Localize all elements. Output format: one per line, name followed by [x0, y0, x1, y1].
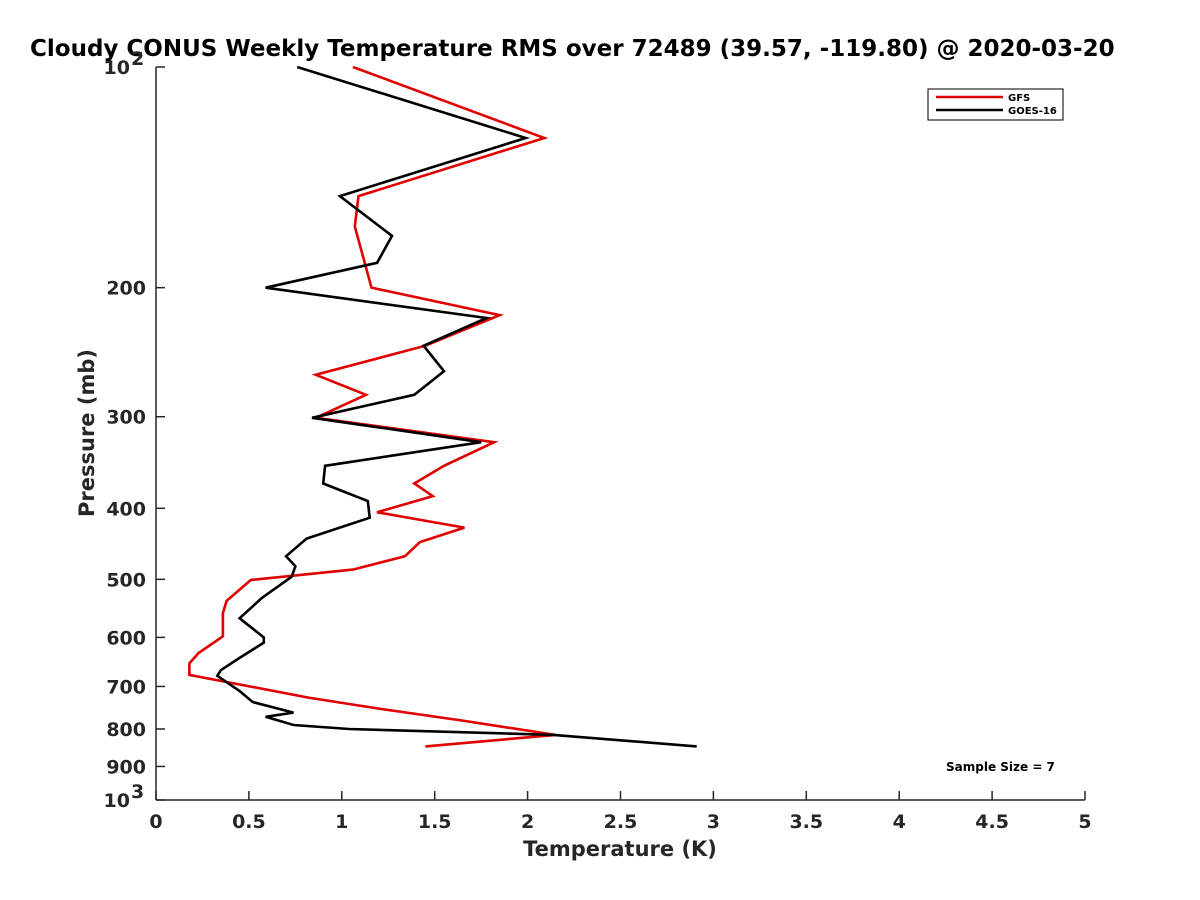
y-tick-label: 700 — [106, 676, 146, 698]
y-tick-exponent: 3 — [131, 781, 144, 803]
y-tick-label: 300 — [106, 407, 146, 429]
y-tick-label: 900 — [106, 756, 146, 778]
x-tick-label: 5 — [1078, 811, 1091, 833]
x-tick-label: 1 — [335, 811, 348, 833]
series-layer — [188, 65, 697, 748]
sample-size-annotation: Sample Size = 7 — [946, 760, 1055, 774]
x-tick-label: 3 — [707, 811, 720, 833]
x-tick-label: 3.5 — [789, 811, 823, 833]
x-axis-label: Temperature (K) — [523, 837, 717, 861]
y-tick-label: 10 — [104, 790, 130, 812]
y-tick-label: 10 — [104, 57, 130, 79]
legend-label: GFS — [1008, 93, 1030, 104]
y-tick-label: 500 — [106, 569, 146, 591]
series-line-gfs — [188, 65, 556, 748]
x-tick-label: 2.5 — [604, 811, 638, 833]
x-tick-label: 2 — [521, 811, 534, 833]
y-tick-exponent: 2 — [131, 48, 144, 70]
x-tick-label: 4.5 — [975, 811, 1009, 833]
y-tick-label: 400 — [106, 498, 146, 520]
legend-label: GOES-16 — [1008, 106, 1057, 117]
y-tick-label: 600 — [106, 627, 146, 649]
plot-area — [156, 67, 1085, 800]
x-tick-label: 4 — [893, 811, 906, 833]
y-tick-label: 800 — [106, 719, 146, 741]
y-tick-label: 200 — [106, 278, 146, 300]
legend: GFS GOES-16 — [927, 88, 1064, 121]
x-tick-label: 0 — [149, 811, 162, 833]
chart-title: Cloudy CONUS Weekly Temperature RMS over… — [30, 36, 1115, 62]
series-line-goes-16 — [215, 65, 697, 748]
x-ticks: 0 0.5 1 1.5 2 2.5 3 3.5 4 4.5 5 — [149, 791, 1092, 833]
x-tick-label: 1.5 — [418, 811, 452, 833]
y-axis-label: Pressure (mb) — [75, 349, 99, 517]
legend-box — [927, 88, 1064, 121]
x-tick-label: 0.5 — [232, 811, 266, 833]
